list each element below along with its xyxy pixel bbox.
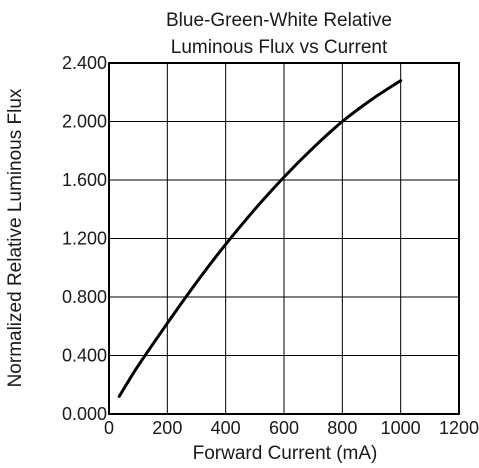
y-axis-label: Normalized Relative Luminous Flux bbox=[5, 88, 26, 387]
series-line-0 bbox=[117, 79, 403, 398]
x-axis-label: Forward Current (mA) bbox=[193, 443, 378, 464]
y-tick-label: 0.400 bbox=[62, 346, 107, 366]
grid bbox=[108, 62, 460, 415]
y-tick-label: 1.200 bbox=[62, 229, 107, 249]
x-tick-label: 0 bbox=[104, 418, 114, 438]
x-tick-label: 800 bbox=[327, 418, 357, 438]
series-group bbox=[117, 79, 403, 398]
y-tick-label: 0.800 bbox=[62, 287, 107, 307]
x-axis-ticks: 0 200 400 600 800 1000 1200 bbox=[104, 418, 479, 438]
y-tick-label: 2.000 bbox=[62, 112, 107, 132]
chart-title-line-1: Blue-Green-White Relative bbox=[166, 10, 392, 31]
y-axis-ticks: 0.000 0.400 0.800 1.200 1.600 2.000 2.400 bbox=[62, 53, 107, 424]
x-tick-label: 400 bbox=[211, 418, 241, 438]
y-tick-label: 2.400 bbox=[62, 53, 107, 73]
x-tick-label: 1200 bbox=[439, 418, 479, 438]
y-tick-label: 0.000 bbox=[62, 404, 107, 424]
chart-title-line-2: Luminous Flux vs Current bbox=[171, 37, 388, 58]
x-tick-label: 200 bbox=[152, 418, 182, 438]
x-tick-label: 1000 bbox=[381, 418, 421, 438]
plot-frame bbox=[108, 62, 460, 415]
x-tick-label: 600 bbox=[269, 418, 299, 438]
y-tick-label: 1.600 bbox=[62, 170, 107, 190]
